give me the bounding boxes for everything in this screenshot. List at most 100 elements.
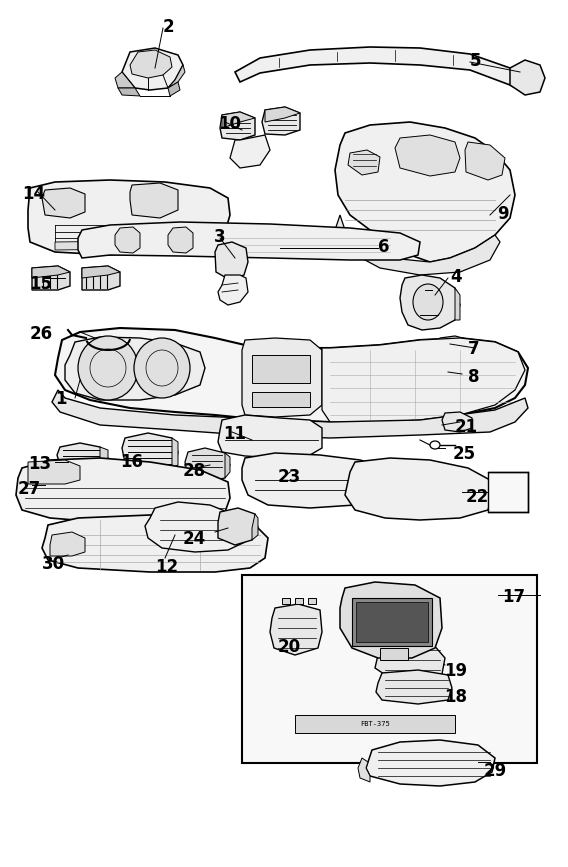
- Polygon shape: [225, 453, 230, 478]
- Polygon shape: [218, 415, 322, 458]
- Bar: [352, 598, 432, 646]
- Polygon shape: [28, 180, 230, 255]
- Polygon shape: [348, 150, 380, 175]
- Text: 27: 27: [18, 480, 41, 498]
- Polygon shape: [42, 515, 268, 572]
- Polygon shape: [55, 240, 220, 250]
- Text: 25: 25: [453, 445, 476, 463]
- Polygon shape: [230, 135, 270, 168]
- Polygon shape: [122, 48, 183, 90]
- Text: 16: 16: [120, 453, 143, 471]
- Polygon shape: [82, 266, 120, 290]
- Polygon shape: [510, 60, 545, 95]
- Polygon shape: [335, 215, 500, 275]
- Polygon shape: [265, 107, 300, 122]
- Polygon shape: [242, 453, 398, 508]
- Polygon shape: [455, 288, 460, 320]
- Polygon shape: [115, 227, 140, 253]
- Polygon shape: [220, 112, 255, 140]
- Polygon shape: [270, 604, 322, 655]
- Polygon shape: [335, 122, 515, 262]
- Ellipse shape: [413, 284, 443, 320]
- Text: 5: 5: [470, 52, 482, 70]
- Text: 30: 30: [42, 555, 65, 573]
- Polygon shape: [308, 598, 316, 604]
- Polygon shape: [130, 183, 178, 218]
- Text: 10: 10: [218, 115, 241, 133]
- Text: 3: 3: [214, 228, 225, 246]
- Polygon shape: [218, 275, 248, 305]
- Polygon shape: [262, 107, 300, 135]
- Bar: [356, 602, 428, 642]
- Polygon shape: [395, 135, 460, 176]
- Text: 4: 4: [450, 268, 462, 286]
- Text: 19: 19: [444, 662, 467, 680]
- Bar: [252, 392, 310, 407]
- Text: 28: 28: [183, 462, 206, 480]
- Polygon shape: [42, 188, 85, 218]
- Bar: [242, 575, 537, 763]
- Polygon shape: [168, 82, 180, 96]
- Polygon shape: [52, 390, 528, 438]
- Polygon shape: [118, 88, 140, 96]
- Polygon shape: [130, 50, 172, 78]
- Polygon shape: [122, 433, 178, 475]
- Bar: [252, 355, 310, 383]
- Polygon shape: [172, 438, 178, 468]
- Polygon shape: [115, 72, 135, 88]
- Text: 9: 9: [497, 205, 508, 223]
- Polygon shape: [252, 514, 258, 540]
- Polygon shape: [168, 227, 193, 253]
- Polygon shape: [168, 65, 185, 88]
- Polygon shape: [78, 222, 420, 260]
- Text: 15: 15: [29, 275, 52, 293]
- Polygon shape: [215, 242, 248, 280]
- Polygon shape: [16, 458, 230, 524]
- Polygon shape: [82, 266, 120, 278]
- Polygon shape: [400, 275, 460, 330]
- Polygon shape: [442, 412, 472, 432]
- Polygon shape: [185, 448, 230, 482]
- Polygon shape: [100, 447, 108, 472]
- Polygon shape: [345, 458, 492, 520]
- Text: 22: 22: [466, 488, 489, 506]
- Polygon shape: [32, 266, 70, 278]
- Polygon shape: [340, 582, 442, 658]
- Polygon shape: [366, 740, 495, 786]
- Text: 17: 17: [502, 588, 525, 606]
- Polygon shape: [375, 638, 445, 682]
- Polygon shape: [282, 598, 290, 604]
- Polygon shape: [55, 328, 528, 422]
- Text: 14: 14: [22, 185, 45, 203]
- Bar: [295, 715, 455, 733]
- Text: 12: 12: [155, 558, 178, 576]
- Polygon shape: [322, 338, 525, 422]
- Polygon shape: [65, 337, 205, 400]
- Text: 13: 13: [28, 455, 51, 473]
- Polygon shape: [380, 648, 408, 660]
- Text: 1: 1: [55, 390, 66, 408]
- Ellipse shape: [134, 338, 190, 398]
- Text: 6: 6: [378, 238, 390, 256]
- Text: 26: 26: [30, 325, 53, 343]
- Text: 7: 7: [468, 340, 479, 358]
- Polygon shape: [218, 508, 258, 545]
- Text: 24: 24: [183, 530, 206, 548]
- Text: 18: 18: [444, 688, 467, 706]
- Text: 11: 11: [223, 425, 246, 443]
- Polygon shape: [242, 338, 322, 417]
- Text: FBT-375: FBT-375: [360, 721, 390, 727]
- Text: 20: 20: [278, 638, 301, 656]
- Ellipse shape: [430, 441, 440, 449]
- Polygon shape: [50, 532, 85, 556]
- Polygon shape: [32, 266, 70, 290]
- Text: 23: 23: [278, 468, 301, 486]
- Polygon shape: [358, 758, 370, 782]
- Text: 2: 2: [163, 18, 174, 36]
- Text: 21: 21: [455, 418, 478, 436]
- Polygon shape: [235, 47, 525, 90]
- Polygon shape: [295, 598, 303, 604]
- Polygon shape: [465, 142, 505, 180]
- Polygon shape: [376, 670, 452, 704]
- Bar: [488, 472, 528, 512]
